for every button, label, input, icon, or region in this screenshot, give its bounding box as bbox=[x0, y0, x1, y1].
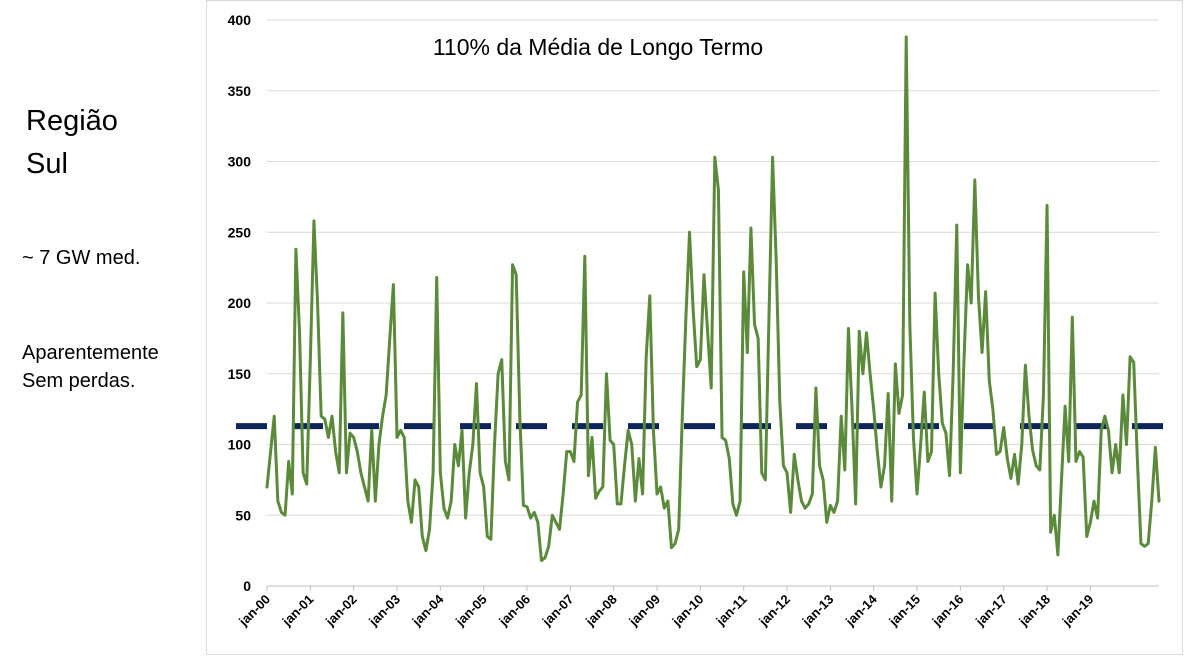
x-tick-label: jan-16 bbox=[929, 592, 967, 630]
x-tick-label: jan-19 bbox=[1059, 592, 1097, 630]
x-tick-label: jan-03 bbox=[365, 592, 403, 630]
x-tick-label: jan-07 bbox=[539, 592, 577, 630]
x-tick-label: jan-12 bbox=[755, 592, 793, 630]
series-line bbox=[265, 35, 1161, 563]
x-tick-label: jan-05 bbox=[452, 592, 490, 630]
y-tick-label: 50 bbox=[235, 507, 251, 523]
x-tick-label: jan-14 bbox=[842, 591, 880, 629]
y-axis-ticks: 0 50 100 150 200 250 300 350 400 bbox=[228, 12, 252, 594]
y-tick-label: 150 bbox=[228, 366, 252, 382]
chart-title: 110% da Média de Longo Termo bbox=[433, 34, 763, 60]
y-tick-label: 100 bbox=[228, 437, 252, 453]
x-tick-label: jan-11 bbox=[712, 592, 749, 629]
x-tick-label: jan-09 bbox=[625, 592, 663, 630]
y-tick-label: 0 bbox=[243, 578, 251, 594]
x-tick-label: jan-13 bbox=[799, 592, 837, 630]
x-tick-label: jan-06 bbox=[495, 592, 533, 630]
loss-note-line2: Sem perdas. bbox=[22, 370, 136, 392]
x-tick-label: jan-02 bbox=[322, 592, 360, 630]
y-tick-label: 400 bbox=[228, 12, 252, 28]
x-tick-label: jan-15 bbox=[885, 592, 923, 630]
x-tick-label: jan-18 bbox=[1015, 592, 1053, 630]
x-tick-label: jan-04 bbox=[409, 591, 447, 629]
x-tick-label: jan-01 bbox=[279, 592, 317, 630]
y-tick-label: 350 bbox=[228, 83, 252, 99]
y-tick-label: 300 bbox=[228, 154, 252, 170]
x-tick-label: jan-08 bbox=[582, 592, 620, 630]
x-axis-ticks: jan-00 jan-01 jan-02 jan-03 jan-04 jan-05 jan-… bbox=[235, 586, 1097, 630]
y-tick-label: 200 bbox=[228, 295, 252, 311]
region-label: Região Sul bbox=[26, 100, 118, 186]
x-tick-label: jan-00 bbox=[235, 592, 273, 630]
loss-note: Aparentemente Sem perdas. bbox=[22, 339, 159, 395]
x-tick-label: jan-10 bbox=[669, 592, 707, 630]
capacity-label: ~ 7 GW med. bbox=[22, 247, 141, 269]
loss-note-line1: Aparentemente bbox=[22, 342, 159, 364]
y-tick-label: 250 bbox=[228, 224, 252, 240]
chart-frame: 0 50 100 150 200 250 300 350 400 jan-00 jan-01 jan… bbox=[206, 0, 1183, 655]
region-label-line2: Sul bbox=[26, 148, 68, 180]
x-tick-label: jan-17 bbox=[972, 592, 1010, 630]
region-label-line1: Região bbox=[26, 105, 118, 137]
series-group bbox=[265, 35, 1161, 563]
